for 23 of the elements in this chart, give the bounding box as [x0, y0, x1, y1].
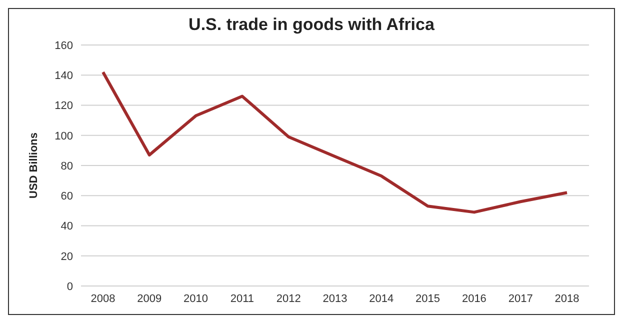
x-tick-label: 2018	[554, 292, 580, 305]
y-tick-label: 100	[54, 130, 73, 142]
x-tick-label: 2013	[322, 292, 348, 305]
y-tick-label: 80	[60, 160, 73, 172]
y-tick-label: 140	[54, 70, 73, 82]
y-axis-title: USD Billions	[28, 132, 40, 199]
y-tick-label: 40	[60, 220, 73, 233]
x-tick-label: 2012	[276, 292, 301, 305]
x-tick-label: 2009	[137, 292, 162, 305]
x-tick-label: 2014	[369, 292, 394, 305]
x-tick-label: 2011	[230, 292, 254, 305]
y-tick-label: 0	[66, 280, 73, 293]
y-tick-label: 60	[60, 190, 73, 203]
y-tick-label: 160	[54, 40, 73, 52]
y-tick-label: 120	[54, 100, 73, 112]
chart-title: U.S. trade in goods with Africa	[188, 15, 436, 35]
line-series	[102, 70, 568, 214]
x-tick-label: 2015	[416, 292, 440, 305]
y-tick-label: 20	[60, 250, 73, 263]
x-tick-label: 2016	[462, 292, 486, 305]
x-tick-label: 2017	[508, 292, 533, 305]
x-tick-label: 2010	[184, 292, 208, 305]
x-tick-label: 2008	[90, 292, 116, 305]
